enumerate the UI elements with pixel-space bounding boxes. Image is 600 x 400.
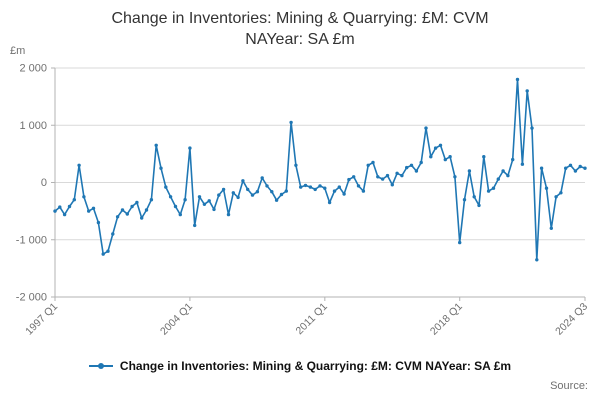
svg-text:2 000: 2 000	[19, 63, 47, 75]
svg-text:-1 000: -1 000	[16, 234, 47, 246]
svg-text:2004 Q1: 2004 Q1	[158, 301, 195, 338]
y-axis-unit-label: £m	[10, 45, 26, 57]
legend-label: Change in Inventories: Mining & Quarryin…	[119, 359, 512, 373]
chart-title-line2: NAYear: SA £m	[245, 31, 355, 48]
svg-text:1 000: 1 000	[19, 120, 47, 132]
svg-text:2011 Q1: 2011 Q1	[294, 301, 331, 338]
svg-text:-2 000: -2 000	[16, 292, 47, 304]
legend: Change in Inventories: Mining & Quarryin…	[0, 359, 600, 373]
chart-title-line1: Change in Inventories: Mining & Quarryin…	[111, 10, 489, 27]
svg-text:2018 Q1: 2018 Q1	[428, 301, 465, 338]
svg-text:2024 Q3: 2024 Q3	[553, 301, 590, 338]
svg-text:0: 0	[41, 177, 47, 189]
svg-text:1997 Q1: 1997 Q1	[23, 301, 60, 338]
chart-title: Change in Inventories: Mining & Quarryin…	[0, 8, 600, 50]
source-label: Source:	[550, 380, 588, 392]
legend-line-icon	[88, 361, 113, 371]
